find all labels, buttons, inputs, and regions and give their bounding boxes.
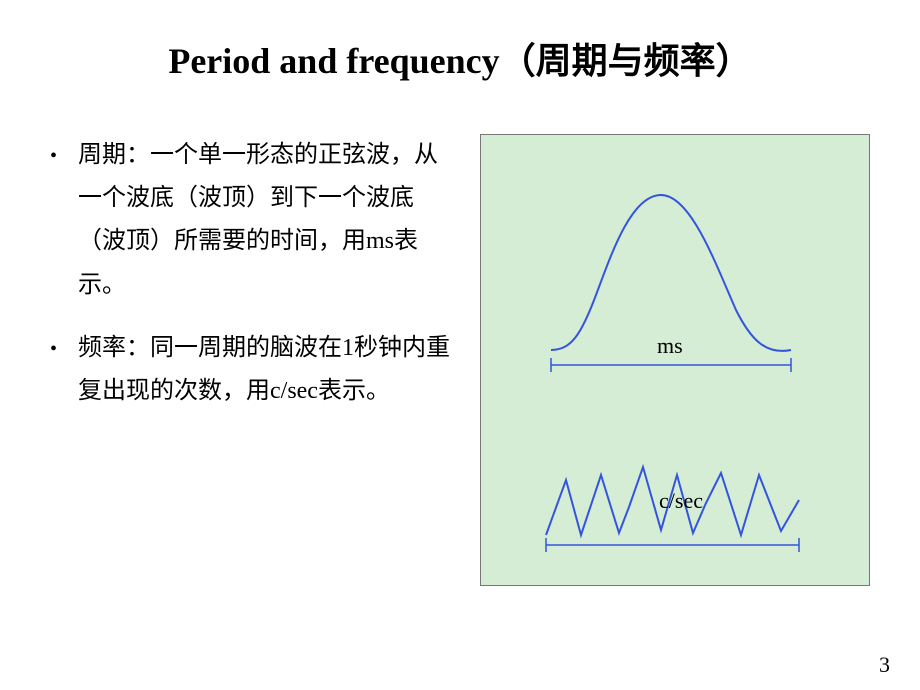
bullet-text: 频率：同一周期的脑波在1秒钟内重复出现的次数，用c/sec表示。	[78, 327, 460, 413]
bullet-dot-icon: •	[50, 327, 78, 413]
frequency-baseline	[546, 538, 799, 552]
diagram-box: ms c/sec	[480, 134, 870, 586]
diagram-area: ms c/sec	[480, 134, 870, 586]
content-area: • 周期：一个单一形态的正弦波，从一个波底（波顶）到下一个波底（波顶）所需要的时…	[0, 84, 920, 586]
period-wave	[551, 195, 791, 351]
bullet-list: • 周期：一个单一形态的正弦波，从一个波底（波顶）到下一个波底（波顶）所需要的时…	[50, 134, 480, 586]
list-item: • 频率：同一周期的脑波在1秒钟内重复出现的次数，用c/sec表示。	[50, 327, 460, 413]
period-label: ms	[657, 333, 683, 359]
page-number: 3	[879, 652, 890, 678]
period-baseline	[551, 358, 791, 372]
bullet-dot-icon: •	[50, 134, 78, 307]
list-item: • 周期：一个单一形态的正弦波，从一个波底（波顶）到下一个波底（波顶）所需要的时…	[50, 134, 460, 307]
wave-diagram-svg	[481, 135, 871, 587]
slide-title: Period and frequency（周期与频率）	[0, 0, 920, 84]
bullet-text: 周期：一个单一形态的正弦波，从一个波底（波顶）到下一个波底（波顶）所需要的时间，…	[78, 134, 460, 307]
frequency-label: c/sec	[659, 488, 703, 514]
